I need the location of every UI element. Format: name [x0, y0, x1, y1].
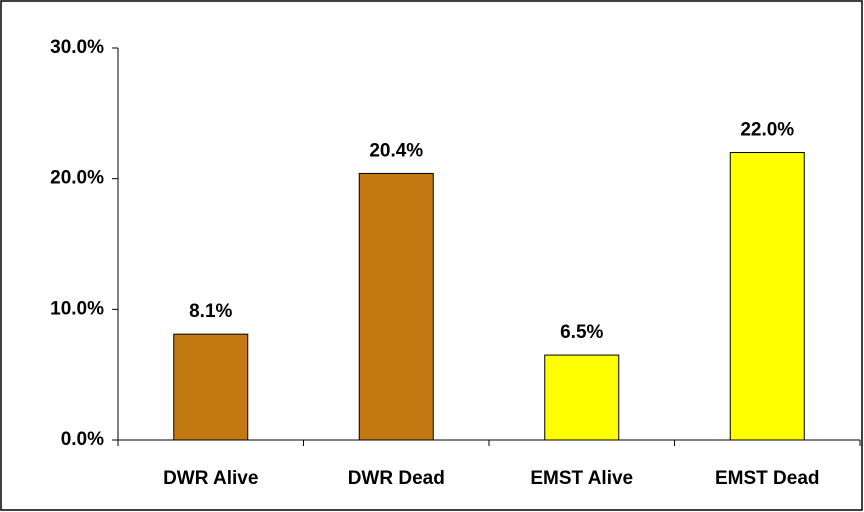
y-tick-label: 30.0% [50, 37, 104, 58]
value-label: 8.1% [189, 301, 232, 322]
value-label: 22.0% [740, 120, 794, 141]
x-tick-label: DWR Dead [348, 468, 445, 489]
x-tick-label: EMST Dead [715, 468, 820, 489]
bar [729, 152, 805, 441]
y-tick-label: 0.0% [61, 429, 104, 450]
bar [358, 172, 434, 441]
value-label: 20.4% [369, 140, 423, 161]
y-tick-label: 10.0% [50, 298, 104, 319]
y-tick-label: 20.0% [50, 168, 104, 189]
bar [544, 354, 620, 441]
value-label: 6.5% [560, 322, 603, 343]
x-tick-label: DWR Alive [163, 468, 258, 489]
x-tick-label: EMST Alive [530, 468, 633, 489]
bar [173, 333, 249, 441]
